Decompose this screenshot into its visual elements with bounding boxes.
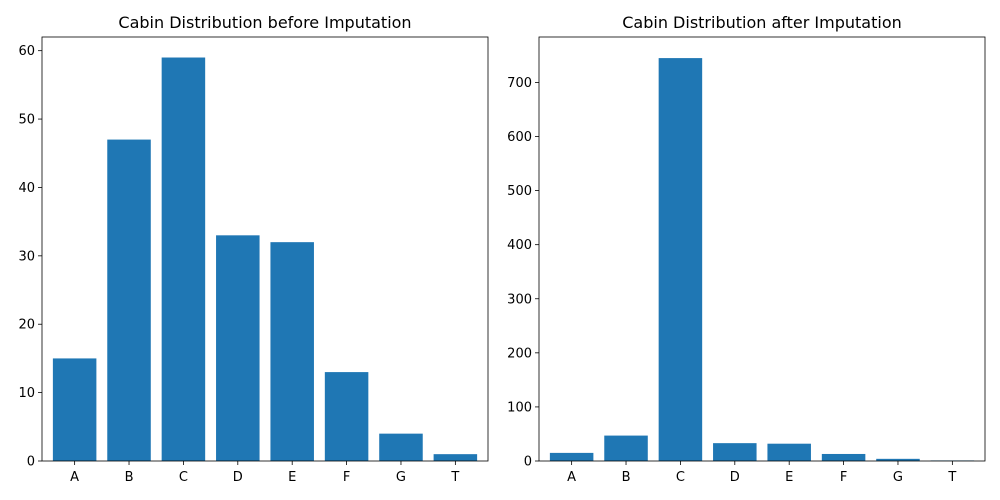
x-tick-label: C xyxy=(676,470,685,485)
y-tick-label: 0 xyxy=(524,455,532,470)
y-tick-label: 20 xyxy=(18,318,35,333)
y-tick-label: 400 xyxy=(507,238,532,253)
chart-title: Cabin Distribution before Imputation xyxy=(118,13,411,32)
y-tick-label: 0 xyxy=(27,455,35,470)
y-tick-label: 10 xyxy=(18,386,35,401)
x-tick-label: E xyxy=(288,470,296,485)
x-tick-label: T xyxy=(947,470,956,485)
x-tick-label: F xyxy=(343,470,350,485)
bar-F xyxy=(324,372,369,461)
y-tick-label: 700 xyxy=(507,76,532,91)
y-tick-label: 60 xyxy=(18,44,35,59)
chart-before-imputation: Cabin Distribution before Imputation A B C… xyxy=(18,13,489,485)
bar-E xyxy=(767,443,811,461)
bar-T xyxy=(433,454,478,461)
chart-title: Cabin Distribution after Imputation xyxy=(622,13,902,32)
axes-frame xyxy=(538,36,986,462)
x-tick-label: G xyxy=(893,470,903,485)
y-tick-label: 200 xyxy=(507,346,532,361)
bar-A xyxy=(52,358,97,461)
y-tick-label: 30 xyxy=(18,249,35,264)
chart-after-imputation: Cabin Distribution after Imputation A B C D… xyxy=(507,13,986,485)
x-tick-label: E xyxy=(785,470,793,485)
bar-G xyxy=(379,433,423,461)
bar-B xyxy=(604,435,648,461)
bar-D xyxy=(216,235,260,461)
x-tick-label: F xyxy=(840,470,847,485)
y-tick-label: 100 xyxy=(507,400,532,415)
x-tick-label: D xyxy=(730,470,740,485)
bar-F xyxy=(821,453,866,461)
axes-frame xyxy=(41,36,489,462)
x-tick-label: A xyxy=(70,470,79,485)
x-tick-label: B xyxy=(622,470,631,485)
bar-C xyxy=(161,57,206,462)
y-tick-label: 600 xyxy=(507,130,532,145)
y-tick-label: 300 xyxy=(507,292,532,307)
x-tick-label: B xyxy=(125,470,134,485)
bar-G xyxy=(876,458,920,461)
x-tick-label: D xyxy=(233,470,243,485)
y-tick-label: 40 xyxy=(18,181,35,196)
x-tick-label: T xyxy=(450,470,459,485)
bar-C xyxy=(658,58,703,462)
bar-E xyxy=(270,242,314,461)
x-tick-label: A xyxy=(567,470,576,485)
x-tick-label: C xyxy=(179,470,188,485)
bar-D xyxy=(713,443,757,461)
x-tick-label: G xyxy=(396,470,406,485)
y-tick-label: 500 xyxy=(507,184,532,199)
bar-B xyxy=(107,139,151,462)
y-tick-label: 50 xyxy=(18,113,35,128)
bar-A xyxy=(549,452,594,461)
